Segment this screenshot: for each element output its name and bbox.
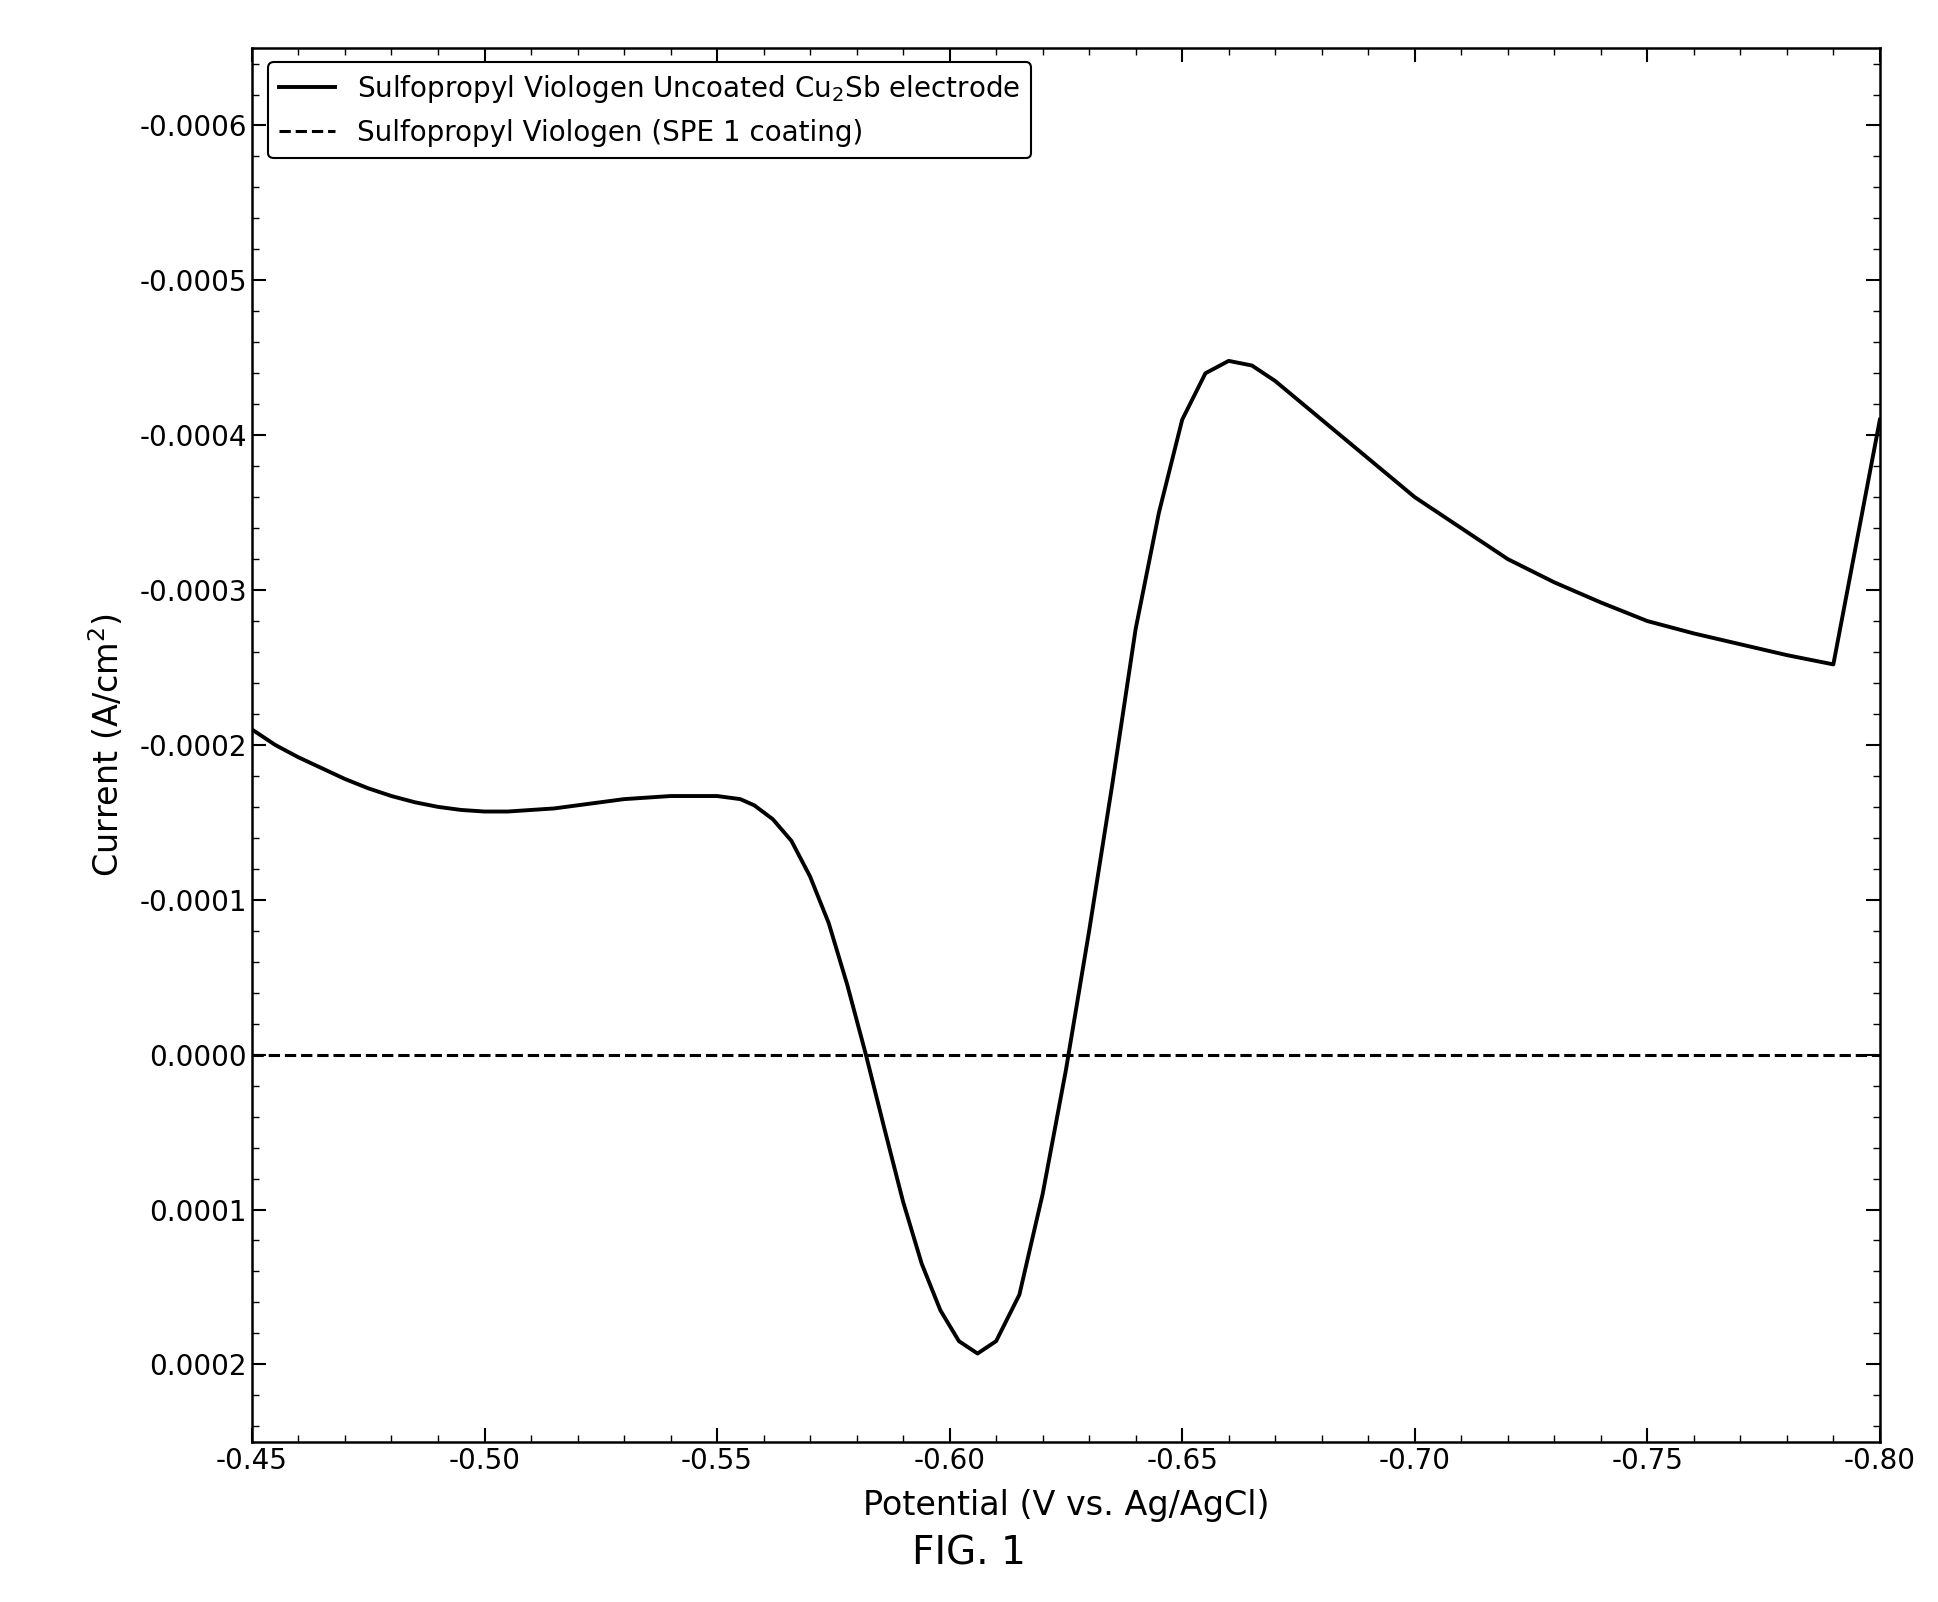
X-axis label: Potential (V vs. Ag/AgCl): Potential (V vs. Ag/AgCl) [862,1488,1269,1522]
Legend: Sulfopropyl Viologen Uncoated Cu$_2$Sb electrode, Sulfopropyl Viologen (SPE 1 co: Sulfopropyl Viologen Uncoated Cu$_2$Sb e… [267,62,1031,159]
Text: FIG. 1: FIG. 1 [913,1535,1025,1573]
Y-axis label: Current (A/cm$^2$): Current (A/cm$^2$) [87,614,126,876]
